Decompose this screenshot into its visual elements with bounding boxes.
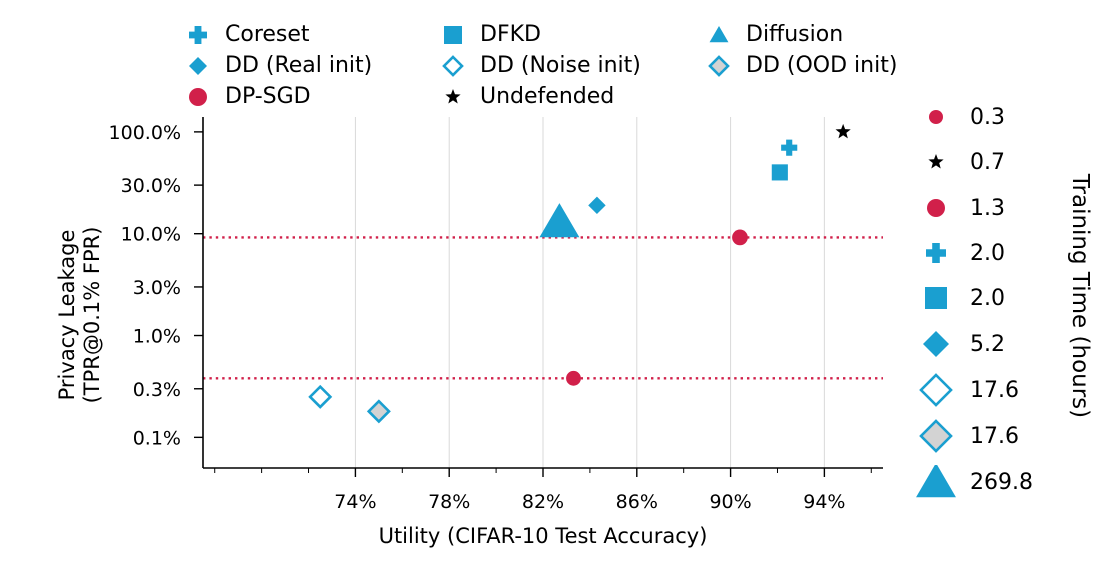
size-legend-label: 0.7 xyxy=(970,149,1005,175)
legend-item: Undefended xyxy=(440,84,614,110)
legend-item: Coreset xyxy=(185,22,310,48)
size-legend-item: 2.0 xyxy=(912,236,1005,270)
legend-item: DFKD xyxy=(440,22,541,48)
size-legend-marker xyxy=(919,419,953,453)
size-legend-label: 1.3 xyxy=(970,195,1005,221)
legend-label: Undefended xyxy=(480,84,615,109)
x-tick-label: 74% xyxy=(334,491,376,513)
size-legend-item: 0.3 xyxy=(912,100,1005,134)
legend-item: DP-SGD xyxy=(185,84,311,110)
size-legend-label: 2.0 xyxy=(970,240,1005,266)
size-legend-marker xyxy=(919,373,953,407)
point-coreset xyxy=(781,139,798,156)
point-dp-sgd xyxy=(566,370,581,386)
x-tick-label: 86% xyxy=(616,491,658,513)
size-legend-label: 17.6 xyxy=(970,377,1019,403)
y-axis-label: Privacy Leakage (TPR@0.1% FPR) xyxy=(55,195,105,435)
x-tick-label: 82% xyxy=(522,491,564,513)
size-legend-item: 2.0 xyxy=(912,281,1005,315)
y-tick-label: 100.0% xyxy=(109,122,181,144)
legend-label: DD (OOD init) xyxy=(746,53,898,78)
size-legend-item: 0.7 xyxy=(912,145,1005,179)
point-dd-real-init xyxy=(588,196,606,215)
legend-label: Diffusion xyxy=(746,22,844,47)
size-legend-marker xyxy=(925,287,947,309)
point-diffusion xyxy=(539,203,580,238)
legend-marker xyxy=(709,26,729,43)
point-dp-sgd xyxy=(732,229,748,246)
size-legend-label: 17.6 xyxy=(970,423,1019,449)
y-tick-label: 10.0% xyxy=(121,224,181,246)
size-legend-label: 0.3 xyxy=(970,104,1005,130)
y-axis-label-line-2: (TPR@0.1% FPR) xyxy=(80,226,104,404)
size-legend-label: 5.2 xyxy=(970,331,1005,357)
x-tick-label: 90% xyxy=(709,491,751,513)
size-legend-item: 5.2 xyxy=(912,327,1005,361)
legend-marker xyxy=(189,57,207,75)
x-axis-label: Utility (CIFAR-10 Test Accuracy) xyxy=(378,524,708,548)
legend-marker xyxy=(708,55,730,77)
legend-item: DD (OOD init) xyxy=(706,53,897,79)
y-tick-label: 30.0% xyxy=(121,175,181,197)
legend-label: DP-SGD xyxy=(225,84,311,109)
legend-label: DD (Real init) xyxy=(225,53,373,78)
point-undefended xyxy=(835,123,851,139)
point-dd-ood-init xyxy=(366,399,391,424)
legend-item: DD (Noise init) xyxy=(440,53,641,79)
size-legend-label: 2.0 xyxy=(970,285,1005,311)
x-tick-label: 94% xyxy=(803,491,845,513)
size-legend-marker xyxy=(929,110,943,124)
point-dfkd xyxy=(771,164,788,181)
size-legend-title: Training Time (hours) xyxy=(1067,173,1093,419)
y-tick-label: 1.0% xyxy=(133,326,181,348)
size-legend-item: 17.6 xyxy=(912,419,1019,453)
legend-label: DFKD xyxy=(480,22,541,47)
legend-marker xyxy=(189,88,207,106)
y-tick-label: 0.1% xyxy=(133,427,181,449)
legend-marker xyxy=(445,89,461,104)
size-legend-marker xyxy=(927,199,945,217)
point-dd-noise-init xyxy=(308,384,333,409)
legend-marker xyxy=(444,26,462,44)
y-tick-label: 0.3% xyxy=(133,379,181,401)
size-legend-item: 1.3 xyxy=(912,191,1005,225)
legend-marker xyxy=(442,55,464,77)
size-legend-marker xyxy=(928,154,944,169)
legend-item: Diffusion xyxy=(706,22,843,48)
legend-marker xyxy=(189,26,207,44)
y-axis-label-line-1: Privacy Leakage xyxy=(55,229,79,401)
y-tick-label: 3.0% xyxy=(133,277,181,299)
x-tick-label: 78% xyxy=(428,491,470,513)
size-legend-item: 17.6 xyxy=(912,373,1019,407)
legend-label: Coreset xyxy=(225,22,310,47)
size-legend-item: 269.8 xyxy=(912,465,1033,499)
legend-item: DD (Real init) xyxy=(185,53,372,79)
legend-label: DD (Noise init) xyxy=(480,53,641,78)
size-legend-marker xyxy=(926,243,946,263)
size-legend-marker xyxy=(923,331,949,357)
size-legend-marker xyxy=(916,465,956,498)
size-legend-label: 269.8 xyxy=(970,469,1033,495)
